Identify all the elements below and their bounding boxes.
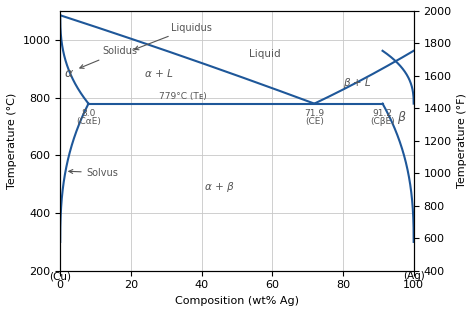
Text: (Cu): (Cu) (49, 271, 71, 281)
Text: (Ag): (Ag) (403, 271, 425, 281)
Text: (CαE): (CαE) (76, 117, 101, 126)
Y-axis label: Temperature (°F): Temperature (°F) (457, 93, 467, 188)
Text: 8.0: 8.0 (82, 109, 96, 118)
Text: β: β (397, 111, 405, 124)
Text: Liquidus: Liquidus (135, 23, 211, 50)
Text: α: α (65, 67, 73, 80)
Text: 71.9: 71.9 (304, 109, 324, 118)
Text: (CβE): (CβE) (370, 117, 395, 126)
Text: 779°C (Tᴇ): 779°C (Tᴇ) (159, 92, 207, 101)
Text: Solvus: Solvus (69, 168, 118, 177)
Text: Liquid: Liquid (249, 49, 281, 59)
Text: β + L: β + L (343, 78, 371, 88)
Text: Solidus: Solidus (80, 46, 138, 68)
Y-axis label: Temperature (°C): Temperature (°C) (7, 93, 17, 189)
Text: α + L: α + L (145, 69, 173, 80)
Text: α + β: α + β (205, 182, 234, 192)
X-axis label: Composition (wt% Ag): Composition (wt% Ag) (175, 296, 299, 306)
Text: 91.2: 91.2 (373, 109, 392, 118)
Text: (CE): (CE) (305, 117, 324, 126)
